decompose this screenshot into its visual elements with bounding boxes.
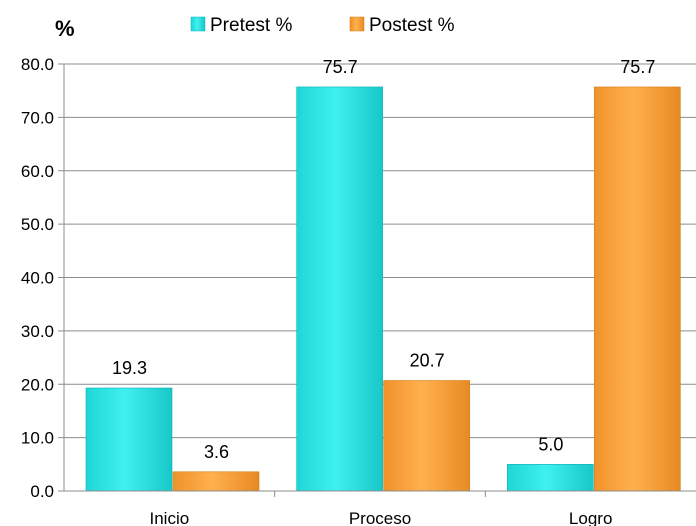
bar-postest-inicio [172,471,260,492]
legend: Pretest % Postest % [190,15,455,36]
x-category-label: Logro [569,509,612,526]
data-label: 3.6 [204,442,229,462]
y-tick-label: 30.0 [21,322,54,341]
legend-label-pretest: Pretest % [210,15,292,36]
axes [63,64,696,497]
y-tick-label: 70.0 [21,108,54,127]
y-tick-label: 60.0 [21,162,54,181]
legend-label-postest: Postest % [369,15,455,36]
legend-swatch-pretest [190,16,206,32]
legend-swatch-postest [349,16,365,32]
data-label: 75.7 [620,57,655,77]
y-axis-ticks: 0.0 10.0 20.0 30.0 40.0 50.0 60.0 70.0 80.0 [21,55,64,501]
bar-postest-proceso [383,380,470,492]
y-axis-label: % [55,16,75,41]
y-tick-label: 50.0 [21,215,54,234]
bar-pretest-logro [507,464,594,492]
y-tick-label: 20.0 [21,375,54,394]
y-tick-label: 0.0 [30,482,54,501]
x-axis-categories: Inicio Proceso Logro [149,509,612,526]
bar-pretest-inicio [85,387,173,492]
data-label: 75.7 [323,57,358,77]
bar-postest-logro [594,86,681,492]
data-label: 5.0 [538,434,563,454]
data-label: 20.7 [410,351,445,371]
y-tick-label: 10.0 [21,429,54,448]
bar-pretest-proceso [296,86,383,492]
x-category-label: Inicio [149,509,189,526]
x-category-label: Proceso [349,509,411,526]
y-tick-label: 80.0 [21,55,54,74]
y-tick-label: 40.0 [21,269,54,288]
data-labels: 19.3 3.6 75.7 20.7 5.0 75.7 [112,57,655,462]
bars [85,86,681,492]
data-label: 19.3 [112,358,147,378]
